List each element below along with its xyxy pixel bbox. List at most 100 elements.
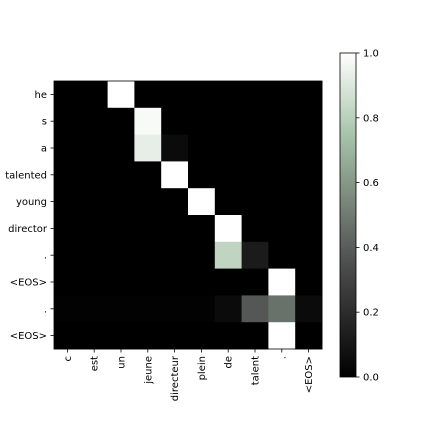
x-tick-label: plein	[197, 356, 208, 380]
heatmap-cell	[134, 295, 162, 323]
y-tick-label: <EOS>	[10, 278, 47, 289]
heatmap-cell	[134, 134, 162, 162]
heatmap-cell	[268, 107, 296, 135]
heatmap-cell	[80, 241, 108, 269]
heatmap-cell	[188, 295, 216, 323]
heatmap-cell	[241, 268, 269, 296]
heatmap-cell	[54, 241, 82, 269]
heatmap-cell	[295, 322, 323, 350]
heatmap-cell	[241, 241, 269, 269]
heatmap-cell	[134, 81, 162, 109]
heatmap-cell	[241, 322, 269, 350]
heatmap-cell	[134, 322, 162, 350]
y-tick-label: s	[42, 117, 47, 128]
heatmap-cell	[80, 81, 108, 109]
colorbar-tick-label: 0.2	[363, 308, 379, 319]
heatmap-cell	[107, 322, 135, 350]
heatmap-cell	[54, 295, 82, 323]
heatmap-cell	[107, 215, 135, 243]
heatmap-cell	[134, 241, 162, 269]
heatmap-cell	[107, 134, 135, 162]
x-tick-label: c	[63, 356, 74, 362]
heatmap-cell	[241, 215, 269, 243]
heatmap-cell	[214, 268, 242, 296]
heatmap-cell	[241, 161, 269, 189]
heatmap-cell	[54, 81, 82, 109]
heatmap-cell	[161, 241, 189, 269]
y-tick-label: .	[44, 251, 47, 262]
heatmap-cell	[214, 188, 242, 216]
colorbar-tick-label: 0.4	[363, 243, 379, 254]
heatmap-cell	[161, 134, 189, 162]
heatmap-cell	[214, 295, 242, 323]
heatmap-cell	[295, 161, 323, 189]
y-tick-label: a	[41, 144, 47, 155]
heatmap-cell	[188, 241, 216, 269]
heatmap-cell	[295, 241, 323, 269]
y-tick-label: .	[44, 304, 47, 315]
heatmap-cell	[107, 161, 135, 189]
heatmap-cell	[54, 215, 82, 243]
heatmap-cell	[295, 81, 323, 109]
heatmap-cell	[188, 322, 216, 350]
colorbar-tick-label: 0.8	[363, 113, 379, 124]
heatmap-cell	[107, 107, 135, 135]
heatmap-cell	[188, 188, 216, 216]
heatmap-cell	[295, 215, 323, 243]
heatmap-cell	[268, 322, 296, 350]
x-tick-label: est	[90, 356, 101, 371]
heatmap-cell	[214, 81, 242, 109]
x-tick-label: jeune	[143, 356, 154, 385]
x-tick-label: .	[277, 356, 288, 359]
heatmap-cell	[161, 161, 189, 189]
heatmap-cell	[188, 161, 216, 189]
heatmap-cell	[80, 107, 108, 135]
x-tick-label: un	[117, 356, 128, 369]
heatmap-cell	[134, 161, 162, 189]
x-tick-label: talent	[251, 356, 262, 385]
heatmap-cell	[214, 134, 242, 162]
heatmap-cell	[107, 295, 135, 323]
x-tick-label: de	[224, 356, 235, 369]
heatmap-cell	[54, 134, 82, 162]
heatmap-cell	[268, 241, 296, 269]
heatmap-cell	[241, 295, 269, 323]
heatmap-cell	[241, 107, 269, 135]
heatmap-cell	[268, 81, 296, 109]
heatmap-cell	[161, 188, 189, 216]
heatmap-cell	[188, 107, 216, 135]
heatmap-cell	[241, 134, 269, 162]
heatmap-cell	[107, 241, 135, 269]
heatmap-cell	[80, 134, 108, 162]
heatmap-cell	[161, 107, 189, 135]
heatmap-cell	[134, 107, 162, 135]
heatmap-cell	[268, 215, 296, 243]
y-tick-label: director	[8, 224, 48, 235]
heatmap-cell	[80, 322, 108, 350]
heatmap-cell	[214, 215, 242, 243]
heatmap-cell	[268, 268, 296, 296]
heatmap-cell	[107, 188, 135, 216]
colorbar-tick-label: 0.6	[363, 178, 379, 189]
heatmap-cell	[161, 81, 189, 109]
heatmap-cell	[161, 295, 189, 323]
heatmap-cell	[161, 215, 189, 243]
heatmap-cell	[107, 268, 135, 296]
colorbar	[339, 52, 357, 378]
colorbar-tick-label: 1.0	[363, 49, 379, 60]
heatmap-cell	[161, 268, 189, 296]
heatmap-cell	[161, 322, 189, 350]
heatmap-cells	[54, 81, 323, 350]
heatmap-cell	[295, 295, 323, 323]
heatmap-cell	[80, 295, 108, 323]
heatmap-cell	[214, 322, 242, 350]
heatmap-cell	[268, 188, 296, 216]
heatmap-cell	[241, 81, 269, 109]
x-axis-ticks: c est un jeune directeur plein de talent. <EOS>	[63, 349, 315, 401]
heatmap-cell	[80, 268, 108, 296]
heatmap-cell	[107, 81, 135, 109]
y-tick-label: young	[16, 197, 47, 208]
heatmap-cell	[268, 295, 296, 323]
plot-frame	[53, 80, 323, 350]
